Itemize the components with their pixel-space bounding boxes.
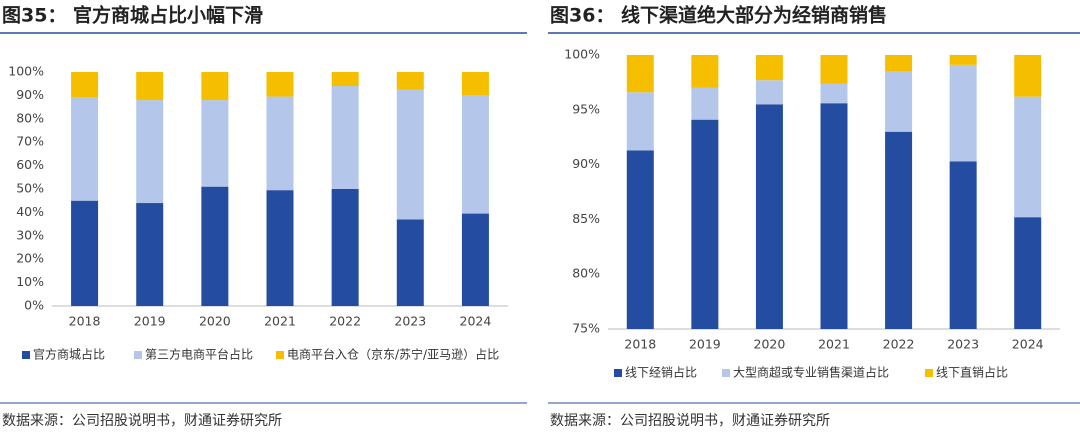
x-tick-label: 2022 bbox=[883, 337, 915, 352]
chart-title: 图35： 官方商城占比小幅下滑 bbox=[2, 4, 263, 27]
legend-label: 官方商城占比 bbox=[33, 347, 105, 362]
x-tick-label: 2021 bbox=[818, 337, 850, 352]
legend-label: 电商平台入仓（京东/苏宁/亚马逊）占比 bbox=[287, 347, 499, 362]
legend-swatch bbox=[276, 351, 284, 359]
bar-segment bbox=[461, 72, 489, 96]
source: 数据来源：公司招股说明书，财通证券研究所 bbox=[2, 413, 282, 429]
bar-segment bbox=[626, 55, 654, 93]
bar-segment bbox=[755, 55, 783, 81]
x-tick-label: 2022 bbox=[329, 314, 361, 329]
bar-segment bbox=[201, 72, 229, 101]
x-tick-label: 2024 bbox=[460, 314, 492, 329]
y-tick-label: 80% bbox=[572, 266, 600, 281]
x-tick-label: 2020 bbox=[754, 337, 786, 352]
x-tick-label: 2023 bbox=[394, 314, 426, 329]
bar-segment bbox=[1014, 55, 1042, 97]
bar-segment bbox=[755, 104, 783, 329]
bar-segment bbox=[691, 55, 719, 88]
bar-segment bbox=[136, 203, 164, 306]
source: 数据来源：公司招股说明书，财通证券研究所 bbox=[550, 413, 830, 429]
bar-segment bbox=[331, 189, 359, 306]
y-tick-label: 90% bbox=[16, 87, 44, 102]
x-tick-label: 2019 bbox=[134, 314, 166, 329]
y-tick-label: 0% bbox=[24, 298, 44, 313]
bar-segment bbox=[266, 96, 294, 191]
y-tick-label: 75% bbox=[572, 321, 600, 336]
bar-segment bbox=[626, 150, 654, 329]
bar-segment bbox=[71, 97, 99, 201]
bar-segment bbox=[136, 72, 164, 101]
y-tick-label: 50% bbox=[16, 181, 44, 196]
y-tick-label: 100% bbox=[564, 47, 600, 62]
bar-segment bbox=[885, 71, 913, 132]
bar-segment bbox=[820, 83, 848, 104]
y-tick-label: 100% bbox=[8, 64, 44, 79]
y-tick-label: 85% bbox=[572, 211, 600, 226]
legend-swatch bbox=[722, 369, 730, 377]
legend-label: 大型商超或专业销售渠道占比 bbox=[733, 365, 889, 380]
bar-segment bbox=[820, 55, 848, 84]
y-tick-label: 70% bbox=[16, 134, 44, 149]
bar-segment bbox=[885, 131, 913, 329]
chart-title: 图36： 线下渠道绝大部分为经销商销售 bbox=[550, 4, 887, 27]
x-tick-label: 2020 bbox=[199, 314, 231, 329]
bar-segment bbox=[949, 55, 977, 65]
legend-swatch bbox=[925, 369, 933, 377]
bar-segment bbox=[71, 72, 99, 98]
bar-segment bbox=[396, 219, 424, 306]
bar-segment bbox=[201, 186, 229, 306]
y-tick-label: 80% bbox=[16, 110, 44, 125]
bar-segment bbox=[201, 100, 229, 187]
bar-segment bbox=[949, 64, 977, 162]
x-tick-label: 2018 bbox=[624, 337, 656, 352]
x-tick-label: 2019 bbox=[689, 337, 721, 352]
x-tick-label: 2018 bbox=[69, 314, 101, 329]
bar-segment bbox=[331, 72, 359, 87]
bar-segment bbox=[266, 190, 294, 306]
bar-segment bbox=[396, 89, 424, 220]
bar-segment bbox=[949, 161, 977, 329]
bar-segment bbox=[266, 72, 294, 97]
y-tick-label: 40% bbox=[16, 204, 44, 219]
bar-segment bbox=[71, 200, 99, 306]
bar-segment bbox=[885, 55, 913, 72]
y-tick-label: 90% bbox=[572, 156, 600, 171]
legend-swatch bbox=[614, 369, 622, 377]
bar-segment bbox=[461, 95, 489, 214]
bar-segment bbox=[755, 80, 783, 105]
bar-segment bbox=[136, 100, 164, 204]
bar-segment bbox=[691, 119, 719, 329]
bar-segment bbox=[626, 92, 654, 151]
legend-label: 第三方电商平台占比 bbox=[145, 347, 253, 362]
y-tick-label: 60% bbox=[16, 157, 44, 172]
legend-label: 线下经销占比 bbox=[625, 365, 697, 380]
bar-segment bbox=[691, 87, 719, 120]
y-tick-label: 30% bbox=[16, 227, 44, 242]
legend-label: 线下直销占比 bbox=[936, 365, 1008, 380]
y-tick-label: 10% bbox=[16, 274, 44, 289]
bar-segment bbox=[820, 103, 848, 329]
x-tick-label: 2023 bbox=[947, 337, 979, 352]
bar-segment bbox=[331, 86, 359, 189]
legend-swatch bbox=[22, 351, 30, 359]
y-tick-label: 95% bbox=[572, 101, 600, 116]
bar-segment bbox=[1014, 217, 1042, 329]
bar-segment bbox=[461, 213, 489, 306]
x-tick-label: 2024 bbox=[1012, 337, 1044, 352]
bar-segment bbox=[396, 72, 424, 90]
x-tick-label: 2021 bbox=[264, 314, 296, 329]
y-tick-label: 20% bbox=[16, 251, 44, 266]
bar-segment bbox=[1014, 96, 1042, 218]
legend-swatch bbox=[134, 351, 142, 359]
